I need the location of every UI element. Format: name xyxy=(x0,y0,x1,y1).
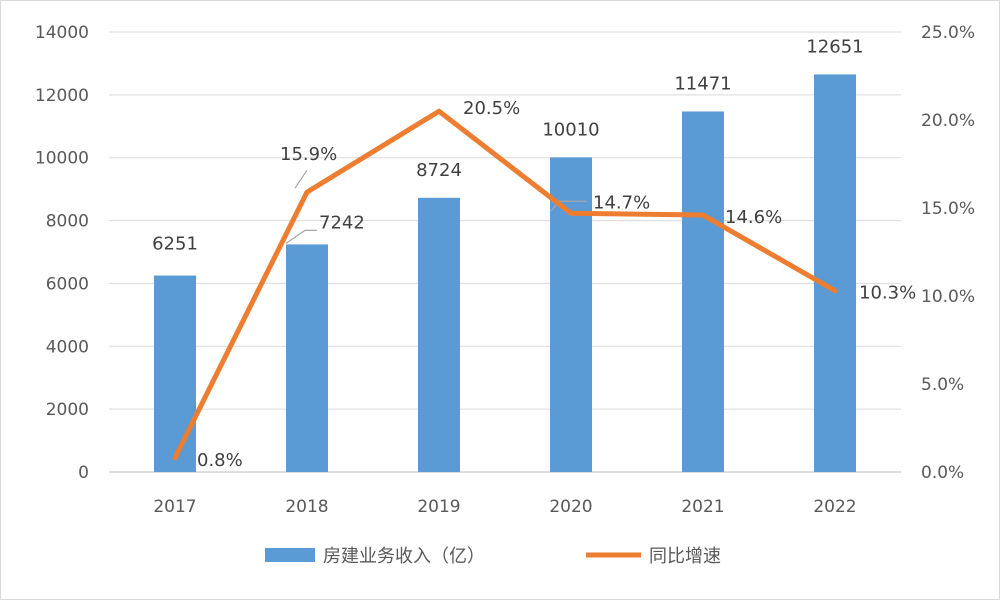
right-axis-tick: 5.0% xyxy=(921,375,964,395)
left-axis-tick: 12000 xyxy=(35,86,89,106)
x-axis-tick: 2022 xyxy=(813,497,856,517)
bar-2017 xyxy=(154,275,196,472)
left-axis-tick: 14000 xyxy=(35,23,89,43)
line-series xyxy=(172,108,838,461)
bar-2019 xyxy=(418,197,460,472)
line-data-labels: 0.8% 15.9% 20.5% 14.7% 14.6% 10.3% xyxy=(197,98,916,471)
left-axis-tick: 2000 xyxy=(46,400,89,420)
right-axis-tick: 25.0% xyxy=(921,23,975,43)
bar-2021 xyxy=(682,111,724,473)
x-axis-tick: 2020 xyxy=(549,497,592,517)
right-axis-ticks: 0.0% 5.0% 10.0% 15.0% 20.0% 25.0% xyxy=(921,23,975,483)
right-axis-tick: 20.0% xyxy=(921,111,975,131)
legend: 房建业务收入（亿） 同比增速 xyxy=(265,546,721,567)
legend-label-bar: 房建业务收入（亿） xyxy=(323,546,485,567)
bar-label-2017: 6251 xyxy=(152,234,198,255)
leader-line-2018-value xyxy=(285,229,317,244)
right-axis-tick: 15.0% xyxy=(921,199,975,219)
left-axis-ticks: 0 2000 4000 6000 8000 10000 12000 14000 xyxy=(35,23,89,483)
left-axis-tick: 6000 xyxy=(46,274,89,294)
line-label-2018: 15.9% xyxy=(280,144,337,165)
right-axis-tick: 10.0% xyxy=(921,287,975,307)
bar-label-2022: 12651 xyxy=(806,36,863,57)
x-axis-tick: 2021 xyxy=(681,497,724,517)
x-axis-tick: 2017 xyxy=(153,497,196,517)
growth-line xyxy=(172,108,838,461)
left-axis-tick: 8000 xyxy=(46,212,89,232)
bar-label-2020: 10010 xyxy=(542,119,599,140)
bar-series xyxy=(154,74,856,473)
left-axis-tick: 10000 xyxy=(35,149,89,169)
bar-label-2018: 7242 xyxy=(319,212,365,233)
bar-2018 xyxy=(286,244,328,472)
right-axis-tick: 0.0% xyxy=(921,463,964,483)
line-label-2017: 0.8% xyxy=(197,450,243,471)
leader-line-2018-growth xyxy=(294,169,308,189)
x-axis-tick: 2019 xyxy=(417,497,460,517)
bar-label-2021: 11471 xyxy=(674,73,731,94)
line-label-2020: 14.7% xyxy=(593,192,650,213)
x-axis-ticks: 2017 2018 2019 2020 2021 2022 xyxy=(153,497,856,517)
line-label-2022: 10.3% xyxy=(859,283,916,304)
bar-label-2019: 8724 xyxy=(416,160,462,181)
bar-2020 xyxy=(550,157,592,472)
left-axis-tick: 4000 xyxy=(46,337,89,357)
line-label-2019: 20.5% xyxy=(463,98,520,119)
line-label-2021: 14.6% xyxy=(725,207,782,228)
x-axis-tick: 2018 xyxy=(285,497,328,517)
left-axis-tick: 0 xyxy=(78,463,89,483)
bar-2022 xyxy=(814,74,856,472)
bar-data-labels: 6251 7242 8724 10010 11471 12651 xyxy=(152,36,864,254)
gridlines xyxy=(109,31,901,473)
legend-swatch-bar xyxy=(265,548,315,562)
legend-label-line: 同比增速 xyxy=(649,546,721,567)
